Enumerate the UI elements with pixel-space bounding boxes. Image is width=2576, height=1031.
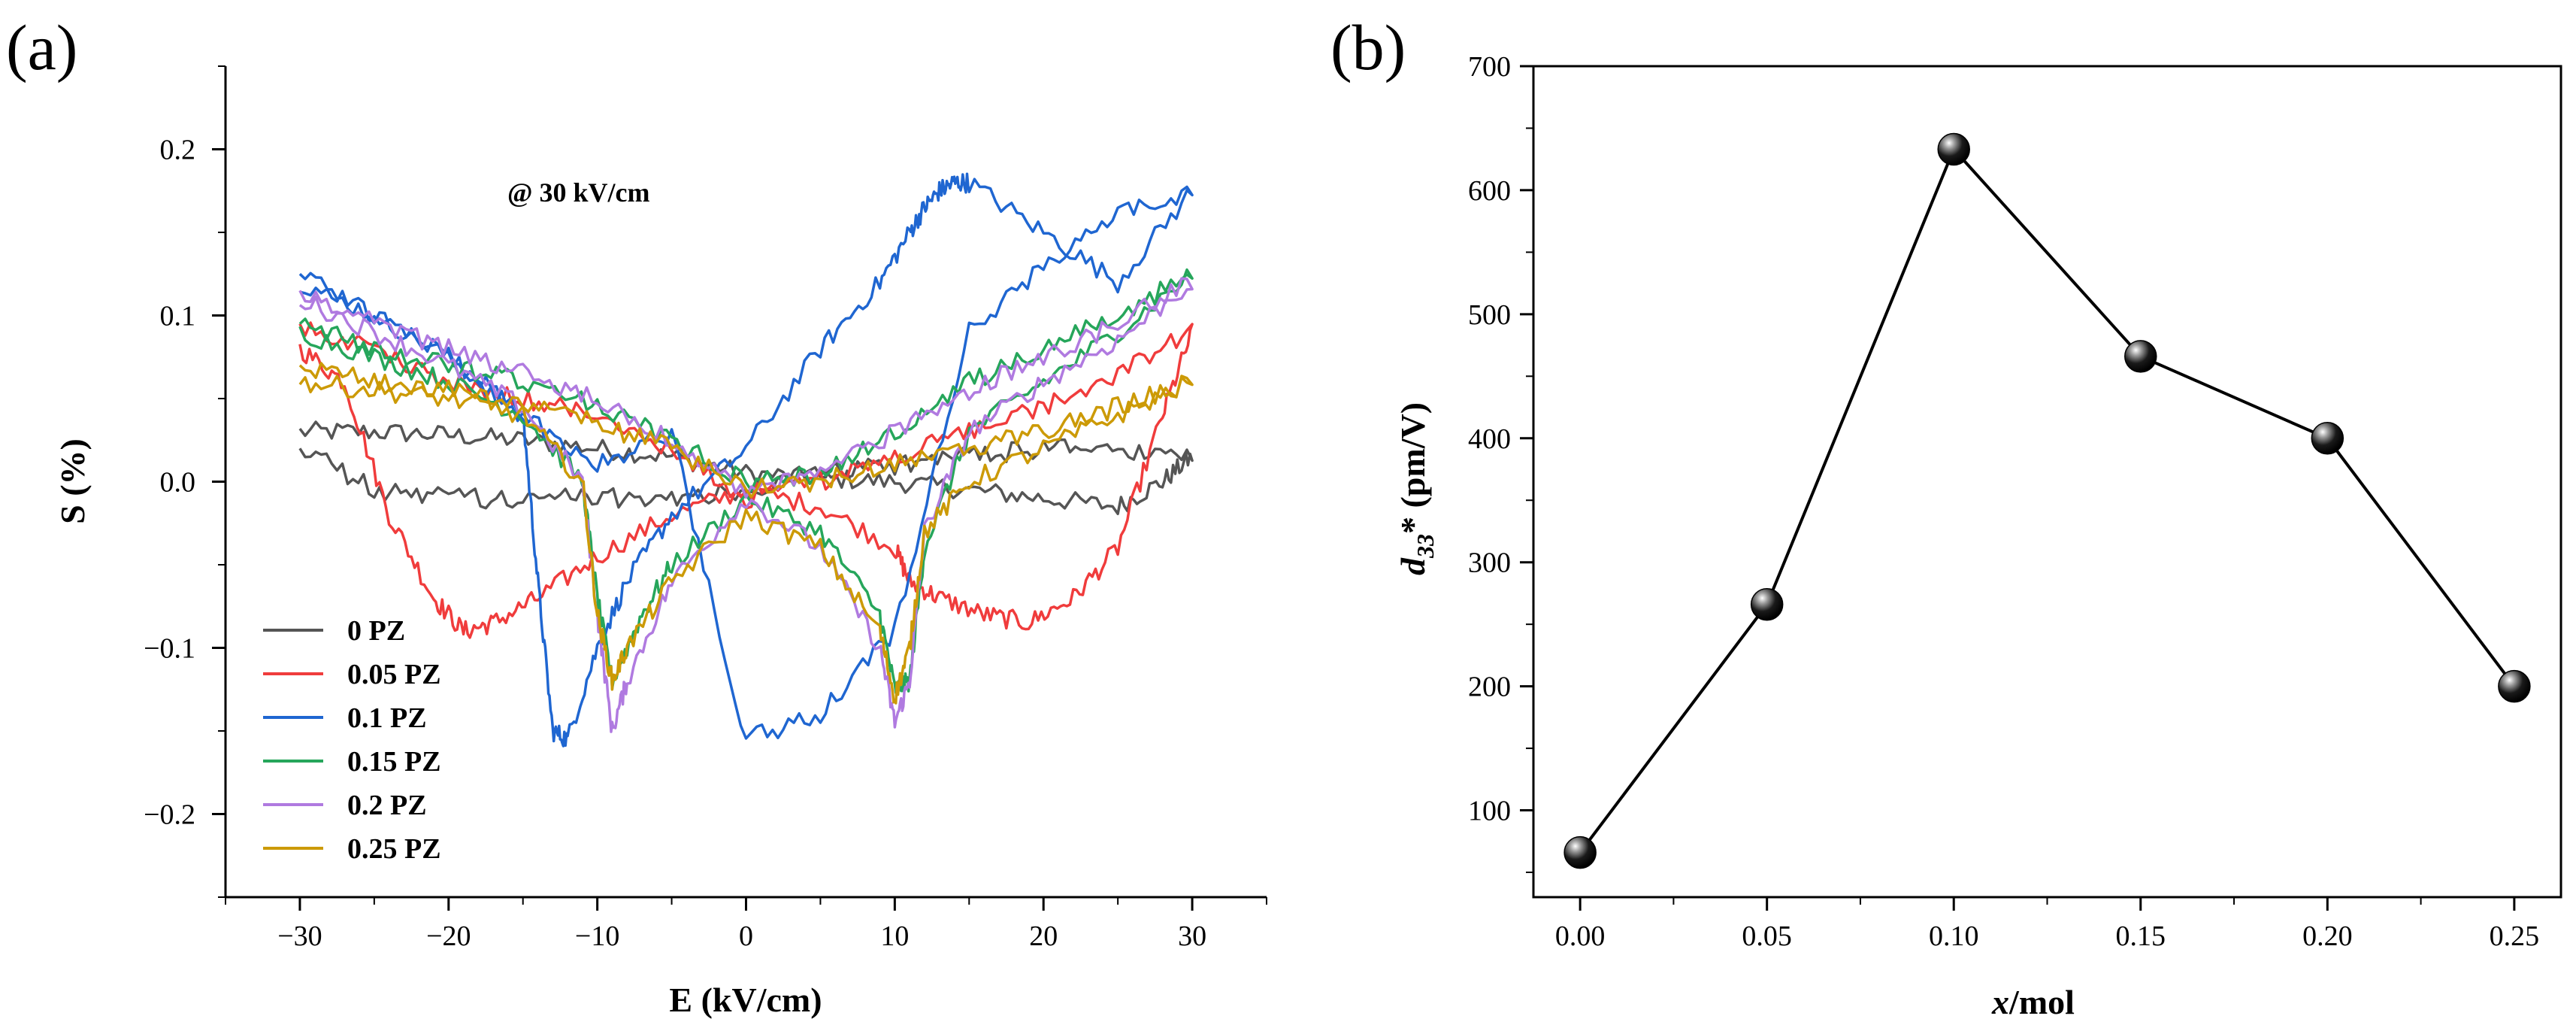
panel-b-x-tick-label: 0.05 — [1742, 920, 1792, 952]
legend-label-0-1-pz: 0.1 PZ — [347, 702, 427, 734]
panel-a-chart: (a) −30 −20 −10 0 10 20 30 −0.2 −0.1 0.0 0.1 0.2 @ … — [6, 11, 1267, 1019]
panel-a-axes: −30 −20 −10 0 10 20 30 −0.2 −0.1 0.0 0.1 0.2 — [144, 65, 1267, 952]
panel-b-y-tick-label: 300 — [1468, 547, 1511, 579]
panel-a-y-tick-label: 0.2 — [160, 135, 196, 166]
panel-b-x-tick-label: 0.15 — [2116, 920, 2166, 952]
panel-b-y-axis-title: d33* (pm/V) — [1394, 402, 1439, 575]
panel-b-y-tick-label: 400 — [1468, 423, 1511, 455]
legend-label-0-05-pz: 0.05 PZ — [347, 659, 441, 690]
panel-a-series-group — [298, 172, 1194, 747]
d33-data-point — [1750, 588, 1784, 621]
panel-a-x-tick-label: 10 — [880, 920, 909, 952]
y-axis-title-unit: * (pm/V) — [1394, 402, 1432, 534]
panel-b-x-tick-label: 0.20 — [2302, 920, 2353, 952]
panel-a-y-tick-label: −0.2 — [144, 799, 195, 831]
panel-b-y-tick-label: 600 — [1468, 175, 1511, 207]
panel-a-y-tick-label: 0.0 — [160, 467, 196, 499]
panel-a-x-tick-label: −30 — [277, 920, 322, 952]
d33-data-point — [1937, 132, 1970, 166]
d33-data-point — [2498, 669, 2531, 703]
panel-b-y-tick-label: 100 — [1468, 796, 1511, 827]
panel-b-series — [1563, 132, 2531, 869]
panel-b-axes: 0.00 0.05 0.10 0.15 0.20 0.25 100 200 300 400 500 6… — [1468, 51, 2562, 952]
panel-a-legend: 0 PZ 0.05 PZ 0.1 PZ 0.15 PZ 0.2 PZ 0.25 PZ — [263, 615, 441, 865]
panel-b-y-tick-label: 500 — [1468, 299, 1511, 331]
d33-data-point — [1563, 835, 1597, 869]
panel-b-x-tick-label: 0.25 — [2490, 920, 2540, 952]
d33-data-point — [2124, 340, 2157, 373]
series-line-0-1-pz — [298, 172, 1194, 747]
x-axis-title-unit: /mol — [2008, 983, 2075, 1021]
panel-a-x-tick-label: 0 — [739, 920, 753, 952]
panel-b-x-axis-title: x/mol — [1991, 983, 2075, 1021]
d33-series-line — [1579, 146, 2516, 854]
panel-a-label: (a) — [6, 11, 77, 83]
panel-b-x-tick-label: 0.00 — [1555, 920, 1606, 952]
panel-a-x-tick-label: −10 — [575, 920, 619, 952]
y-axis-title-subscript: 33 — [1412, 534, 1439, 559]
panel-a-y-tick-label: −0.1 — [144, 633, 195, 665]
panel-a-x-tick-label: 30 — [1178, 920, 1206, 952]
panel-a-x-tick-label: −20 — [426, 920, 471, 952]
y-axis-title-symbol: d — [1394, 557, 1432, 575]
legend-label-0-pz: 0 PZ — [347, 615, 405, 647]
panel-b-y-tick-label: 700 — [1468, 51, 1511, 83]
legend-label-0-2-pz: 0.2 PZ — [347, 790, 427, 821]
panel-a-y-axis-title: S (%) — [53, 438, 92, 524]
series-line-0-15-pz — [298, 268, 1194, 695]
x-axis-title-variable: x — [1991, 983, 2009, 1021]
panel-b-y-tick-label: 200 — [1468, 672, 1511, 703]
panel-a-x-axis-title: E (kV/cm) — [669, 981, 822, 1019]
panel-b-chart: (b) 0.00 0.05 0.10 0.15 0.20 0.25 100 200 300 400… — [1330, 11, 2562, 1021]
series-line-0-25-pz — [298, 362, 1194, 705]
panel-b-x-tick-label: 0.10 — [1929, 920, 1979, 952]
legend-label-0-15-pz: 0.15 PZ — [347, 746, 441, 778]
series-line-0-pz — [298, 420, 1194, 516]
panel-b-label: (b) — [1330, 11, 1406, 83]
panel-a-y-tick-label: 0.1 — [160, 301, 196, 332]
d33-data-point — [2311, 422, 2344, 455]
field-annotation: @ 30 kV/cm — [507, 177, 649, 208]
series-line-0-05-pz — [298, 321, 1194, 639]
legend-label-0-25-pz: 0.25 PZ — [347, 833, 441, 865]
panel-a-x-tick-label: 20 — [1029, 920, 1058, 952]
